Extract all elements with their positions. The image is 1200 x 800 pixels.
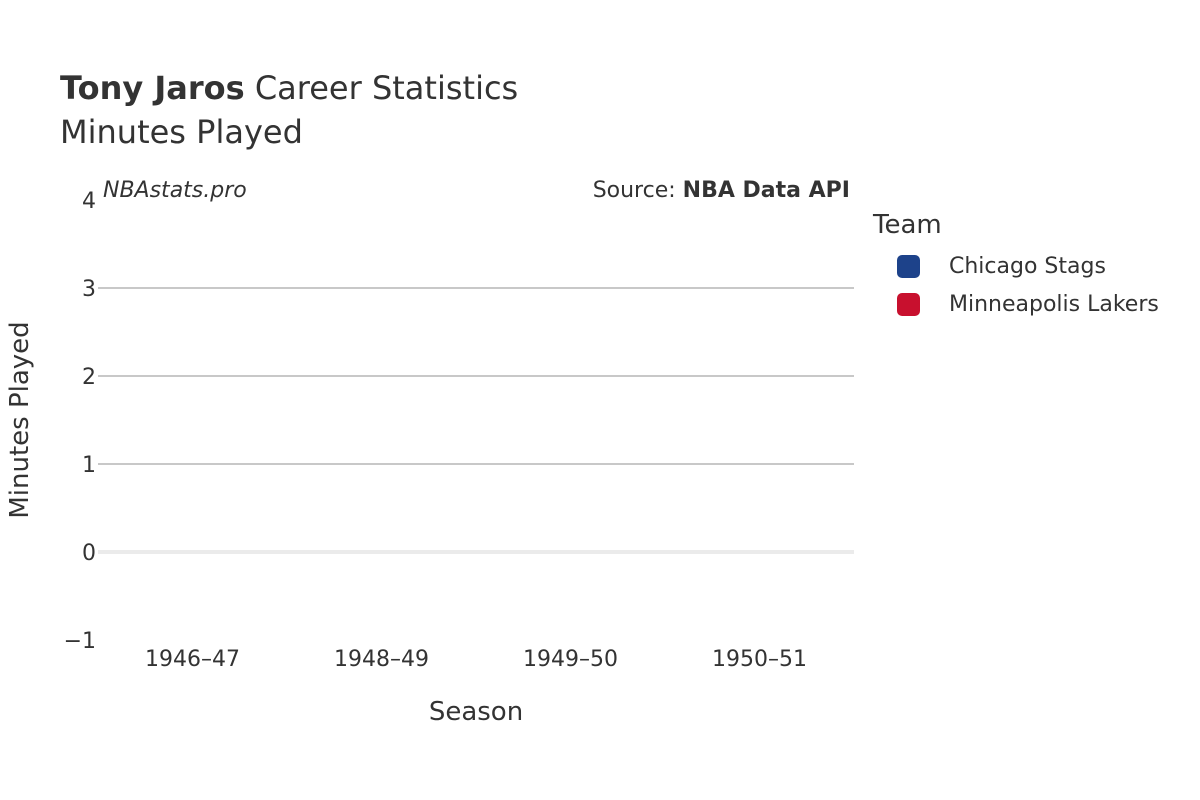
legend-label: Chicago Stags (949, 253, 1106, 279)
y-tick-label: 1 (82, 453, 96, 478)
legend-swatch (897, 292, 920, 316)
x-tick-label: 1948–49 (334, 647, 429, 672)
y-tick-labels: −1 0 1 2 3 4 (64, 189, 96, 654)
x-tick-label: 1949–50 (523, 647, 618, 672)
source-prefix: Source: (592, 178, 683, 203)
y-tick-label: 3 (82, 277, 96, 302)
title-suffix: Career Statistics (254, 69, 519, 107)
y-tick-label: 4 (82, 189, 96, 214)
legend-label: Minneapolis Lakers (949, 291, 1159, 317)
grid-lines (98, 287, 854, 554)
x-axis-title: Season (429, 697, 523, 727)
legend-item-minneapolis-lakers[interactable]: Minneapolis Lakers (897, 289, 1159, 319)
source-name: NBA Data API (682, 178, 850, 203)
y-tick-label: −1 (64, 629, 96, 654)
chart-subtitle: Minutes Played (60, 113, 303, 151)
chart-title: Tony Jaros Career Statistics (60, 68, 518, 108)
source-credit: Source: NBA Data API (593, 178, 850, 203)
y-axis-title: Minutes Played (5, 321, 35, 518)
legend-item-chicago-stags[interactable]: Chicago Stags (897, 251, 1106, 281)
legend-title: Team (873, 210, 942, 240)
x-tick-labels: 1946–47 1948–49 1949–50 1950–51 (145, 647, 807, 672)
player-name: Tony Jaros (60, 69, 245, 107)
legend-swatch (897, 254, 920, 278)
watermark: NBAstats.pro (103, 178, 247, 203)
x-tick-label: 1950–51 (712, 647, 807, 672)
y-tick-label: 0 (82, 541, 96, 566)
y-tick-label: 2 (82, 365, 96, 390)
x-tick-label: 1946–47 (145, 647, 240, 672)
